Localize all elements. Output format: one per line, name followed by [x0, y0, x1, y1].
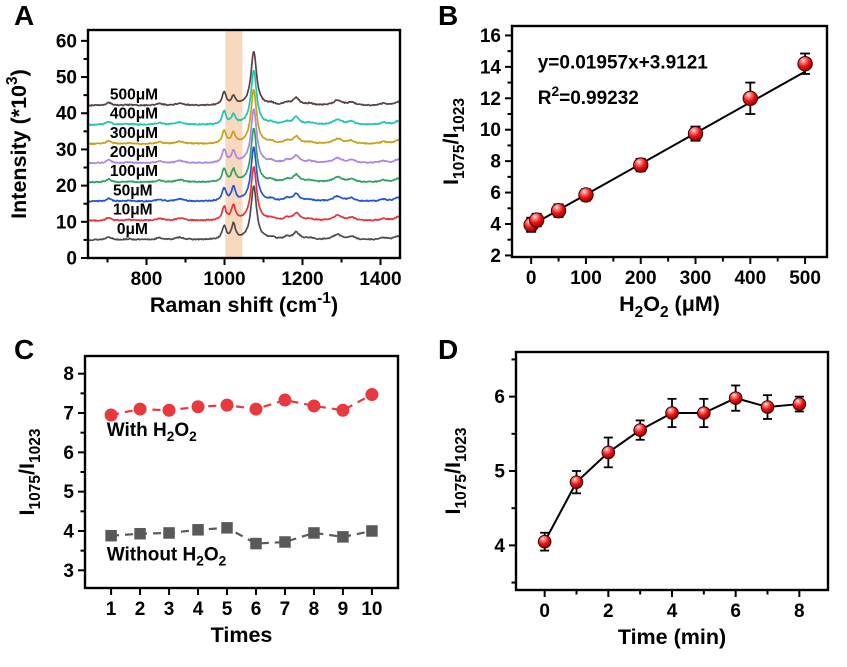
panel-d: D 0 2 4 6 8 4 5 6 Time (min) I1075/I1023	[424, 334, 847, 667]
svg-text:10: 10	[361, 599, 382, 620]
svg-text:5: 5	[63, 482, 74, 503]
svg-text:I1075/I1023: I1075/I1023	[15, 428, 44, 515]
svg-text:8: 8	[63, 364, 74, 385]
svg-text:200: 200	[625, 268, 657, 289]
svg-text:5: 5	[222, 599, 233, 620]
svg-text:1200: 1200	[281, 269, 323, 290]
svg-text:10μM: 10μM	[113, 202, 153, 219]
svg-text:8: 8	[490, 152, 501, 173]
svg-text:4: 4	[490, 215, 501, 236]
svg-text:6: 6	[63, 443, 74, 464]
svg-text:16: 16	[480, 26, 501, 47]
svg-text:200μM: 200μM	[110, 144, 158, 161]
panel-a: A 0μM 10μM 50μM 100μM 200μM 300μM 400μM 500μM 80…	[0, 0, 424, 334]
svg-text:Raman shift (cm-1): Raman shift (cm-1)	[150, 290, 338, 317]
panel-b-chart: y=0.01957x+3.9121 R2=0.99232 0 100 200 300 400…	[439, 24, 829, 321]
svg-text:6: 6	[730, 601, 741, 622]
svg-text:2: 2	[490, 246, 501, 267]
svg-text:9: 9	[338, 599, 349, 620]
svg-text:800: 800	[131, 269, 163, 290]
svg-text:y=0.01957x+3.9121: y=0.01957x+3.9121	[538, 52, 709, 73]
svg-text:7: 7	[63, 404, 74, 425]
svg-text:0: 0	[539, 601, 550, 622]
svg-text:10: 10	[56, 212, 77, 233]
svg-text:8: 8	[309, 599, 320, 620]
svg-text:I1075/I1023: I1075/I1023	[441, 427, 470, 514]
svg-text:1400: 1400	[359, 269, 401, 290]
panel-c: C With H2O2 Without H2O2 1 2 3 4 5 6 7 8 9 10 3 4 5 6 7 8…	[0, 334, 424, 667]
svg-text:400: 400	[734, 268, 766, 289]
svg-text:50: 50	[56, 68, 77, 89]
panel-b: B y=0.01957x+3.9121 R2=0.99232 0 100 200 300 4…	[424, 0, 847, 334]
panel-d-label: D	[438, 334, 459, 365]
svg-text:3: 3	[164, 599, 175, 620]
panel-c-label: C	[14, 334, 35, 365]
svg-text:3: 3	[63, 561, 74, 582]
svg-text:500: 500	[789, 268, 821, 289]
svg-text:2: 2	[603, 601, 614, 622]
svg-text:6: 6	[494, 387, 505, 408]
svg-text:7: 7	[280, 599, 291, 620]
svg-text:4: 4	[193, 599, 204, 620]
svg-text:14: 14	[480, 57, 502, 78]
svg-text:4: 4	[667, 601, 678, 622]
svg-text:1: 1	[106, 599, 117, 620]
svg-text:100μM: 100μM	[110, 163, 158, 180]
svg-text:4: 4	[494, 536, 505, 557]
svg-text:R2=0.99232: R2=0.99232	[538, 84, 639, 109]
svg-text:50μM: 50μM	[113, 182, 153, 199]
svg-text:Without H2O2: Without H2O2	[107, 544, 227, 568]
svg-text:300: 300	[680, 268, 712, 289]
svg-text:I1075/I1023: I1075/I1023	[439, 98, 468, 185]
svg-text:6: 6	[490, 183, 501, 204]
svg-text:4: 4	[63, 521, 74, 542]
svg-text:With H2O2: With H2O2	[107, 420, 197, 444]
svg-text:5: 5	[494, 462, 505, 483]
svg-text:1000: 1000	[203, 269, 245, 290]
svg-text:2: 2	[135, 599, 146, 620]
svg-text:40: 40	[56, 104, 77, 125]
svg-text:500μM: 500μM	[110, 86, 158, 103]
svg-text:8: 8	[794, 601, 805, 622]
svg-text:Time (min): Time (min)	[618, 625, 726, 649]
svg-text:Times: Times	[211, 623, 273, 647]
svg-text:0: 0	[66, 249, 77, 270]
panel-a-chart: 0μM 10μM 50μM 100μM 200μM 300μM 400μM 500μM 800 1…	[4, 28, 402, 317]
svg-text:H2O2 (μM): H2O2 (μM)	[619, 292, 720, 321]
svg-text:Intensity (*103): Intensity (*103)	[4, 69, 31, 219]
svg-text:30: 30	[56, 140, 77, 161]
svg-text:0: 0	[526, 268, 537, 289]
svg-text:100: 100	[570, 268, 602, 289]
svg-text:400μM: 400μM	[110, 106, 158, 123]
panel-a-label: A	[14, 0, 35, 31]
svg-text:6: 6	[251, 599, 262, 620]
panel-b-label: B	[438, 0, 459, 31]
svg-text:20: 20	[56, 176, 77, 197]
svg-text:0μM: 0μM	[117, 221, 148, 238]
svg-text:300μM: 300μM	[110, 125, 158, 142]
svg-text:60: 60	[56, 31, 77, 52]
svg-text:12: 12	[480, 89, 501, 110]
svg-text:10: 10	[480, 120, 501, 141]
